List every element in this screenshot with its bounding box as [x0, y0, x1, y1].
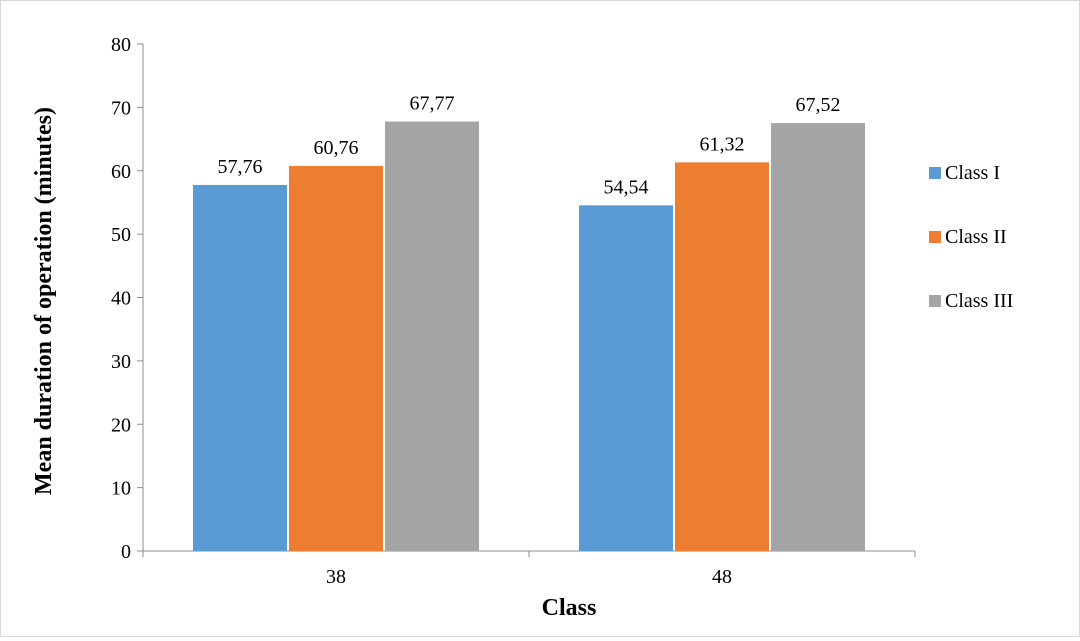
bar	[289, 165, 383, 551]
bar	[579, 205, 673, 551]
legend-label: Class III	[945, 290, 1013, 312]
y-tick-label: 0	[121, 541, 131, 563]
bar	[771, 123, 865, 551]
y-axis-title: Mean duration of operation (minutes)	[31, 107, 57, 495]
y-tick-label: 20	[111, 414, 131, 436]
legend-swatch	[929, 167, 941, 179]
bar	[385, 121, 479, 551]
y-tick-label: 80	[111, 34, 131, 56]
data-label: 61,32	[700, 133, 745, 155]
y-tick-label: 60	[111, 161, 131, 183]
bar	[193, 184, 287, 552]
data-label: 60,76	[314, 137, 359, 159]
x-axis: 38 48	[142, 550, 916, 588]
legend-label: Class II	[945, 226, 1007, 248]
y-tick-label: 50	[111, 224, 131, 246]
y-tick-label: 30	[111, 351, 131, 373]
y-tick-label: 40	[111, 288, 131, 310]
x-tick-label: 38	[326, 566, 346, 588]
legend-label: Class I	[945, 162, 1000, 184]
legend: Class I Class II Class III	[929, 162, 1013, 312]
data-label: 57,76	[218, 156, 263, 178]
y-tick-label: 70	[111, 97, 131, 119]
y-axis: 0 10 20 30 40 50 60 70 80	[111, 34, 144, 563]
y-tick-label: 10	[111, 478, 131, 500]
legend-swatch	[929, 231, 941, 243]
legend-swatch	[929, 295, 941, 307]
data-label: 54,54	[604, 176, 649, 198]
bar	[675, 162, 769, 551]
x-tick-label: 48	[712, 566, 732, 588]
data-label: 67,77	[410, 93, 455, 115]
data-labels: 57,76 60,76 67,77 54,54 61,32 67,52	[218, 93, 841, 199]
bars	[193, 121, 865, 552]
x-axis-title: Class	[542, 595, 597, 621]
data-label: 67,52	[796, 94, 841, 116]
